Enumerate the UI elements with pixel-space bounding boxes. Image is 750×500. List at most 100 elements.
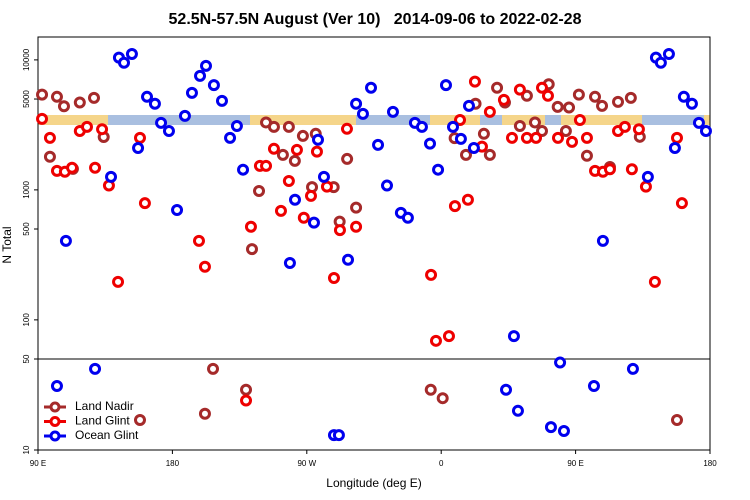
data-point	[439, 79, 452, 92]
data-point	[240, 394, 253, 407]
data-point	[670, 413, 683, 426]
data-point	[96, 123, 109, 136]
data-point	[520, 89, 533, 102]
series	[50, 47, 712, 442]
data-point	[141, 90, 154, 103]
data-point	[356, 107, 369, 120]
x-tick-label: 90 E	[30, 459, 46, 468]
data-point	[386, 105, 399, 118]
data-point	[283, 256, 296, 269]
data-point	[692, 116, 705, 129]
ocean-strip	[545, 115, 561, 125]
data-point	[310, 145, 323, 158]
y-tick-label: 100	[22, 313, 31, 327]
data-point	[424, 137, 436, 150]
legend-label: Ocean Glint	[75, 428, 139, 442]
data-point	[215, 94, 228, 107]
data-point	[57, 100, 70, 113]
data-point	[230, 120, 243, 133]
data-point	[342, 253, 355, 266]
data-point	[513, 83, 526, 96]
data-point	[244, 220, 257, 233]
data-point	[50, 90, 63, 103]
data-point	[288, 154, 301, 167]
data-point	[477, 127, 490, 140]
data-point	[171, 204, 184, 217]
data-point	[462, 99, 475, 112]
data-point	[618, 120, 631, 133]
data-point	[297, 211, 310, 224]
data-point	[138, 197, 151, 210]
data-point	[670, 131, 683, 144]
data-point	[198, 260, 211, 273]
data-point	[185, 86, 198, 99]
data-point	[541, 89, 554, 102]
series	[36, 75, 688, 407]
data-point	[603, 163, 616, 176]
data-point	[596, 99, 609, 112]
data-point	[425, 268, 438, 281]
data-point	[307, 216, 320, 229]
data-point	[148, 97, 161, 110]
data-point	[573, 113, 586, 126]
data-point	[675, 197, 688, 210]
data-point	[612, 95, 625, 108]
data-point	[432, 163, 445, 176]
data-point	[36, 88, 49, 101]
data-point	[500, 383, 513, 396]
data-point	[625, 163, 638, 176]
x-tick-label: 180	[703, 459, 717, 468]
data-point	[624, 91, 637, 104]
data-point	[276, 148, 289, 161]
data-point	[491, 81, 504, 94]
data-point	[50, 380, 63, 393]
data-point	[289, 193, 302, 206]
data-point	[73, 96, 86, 109]
data-point	[483, 105, 496, 118]
x-tick-label: 180	[166, 459, 180, 468]
data-point	[589, 90, 602, 103]
data-point	[327, 271, 340, 284]
y-tick-label: 1000	[22, 180, 31, 198]
data-point	[459, 148, 472, 161]
y-tick-label: 5000	[22, 90, 31, 108]
data-point	[587, 380, 600, 393]
data-point	[290, 143, 303, 156]
x-tick-label: 0	[439, 459, 444, 468]
data-point	[554, 356, 567, 369]
data-point	[43, 131, 56, 144]
data-point	[442, 330, 455, 343]
plot-frame	[37, 36, 711, 451]
ocean-strip	[480, 115, 502, 125]
data-point	[551, 100, 564, 113]
data-point	[207, 79, 220, 92]
y-tick-label: 500	[22, 222, 31, 236]
data-point	[580, 131, 593, 144]
data-point	[282, 120, 295, 133]
legend-label: Land Glint	[75, 414, 130, 428]
data-point	[559, 124, 572, 137]
data-point	[566, 135, 579, 148]
legend-marker	[49, 416, 61, 427]
data-point	[662, 47, 675, 60]
data-point	[207, 362, 220, 375]
data-point	[632, 123, 645, 136]
data-point	[194, 69, 207, 82]
data-point	[132, 141, 145, 154]
data-point	[260, 159, 273, 172]
data-point	[580, 149, 593, 162]
data-point	[317, 170, 330, 183]
data-point	[530, 131, 543, 144]
data-point	[446, 120, 459, 133]
ocean-strip	[356, 115, 430, 125]
data-point	[282, 175, 295, 188]
data-point	[267, 120, 280, 133]
data-point	[350, 201, 363, 214]
data-point	[641, 170, 654, 183]
data-point	[461, 193, 474, 206]
data-point	[333, 224, 346, 237]
data-point	[340, 122, 353, 135]
data-point	[401, 211, 414, 224]
data-point	[112, 275, 125, 288]
